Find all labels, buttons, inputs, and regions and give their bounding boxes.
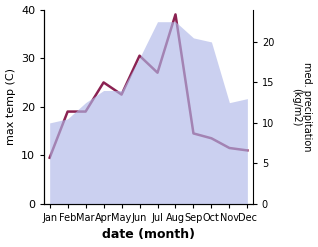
Y-axis label: max temp (C): max temp (C) — [5, 68, 16, 145]
Y-axis label: med. precipitation
(kg/m2): med. precipitation (kg/m2) — [291, 62, 313, 151]
X-axis label: date (month): date (month) — [102, 228, 195, 242]
